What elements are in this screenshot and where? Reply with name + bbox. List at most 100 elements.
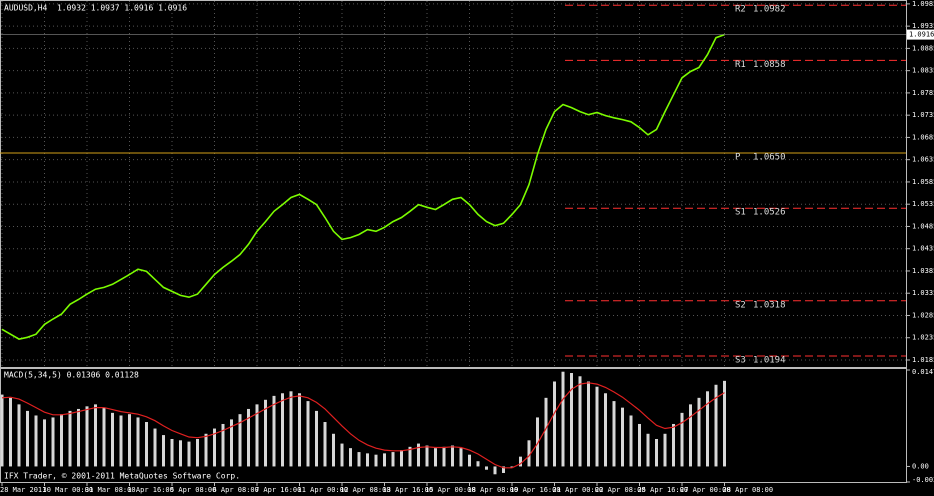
macd-bar (77, 408, 80, 467)
pivot-value: 1.0526 (753, 208, 786, 218)
y-tick-label: 1.0485 (912, 222, 934, 230)
macd-bar (179, 440, 182, 467)
macd-bar (714, 384, 718, 467)
macd-bar (391, 452, 395, 467)
signal-line (1, 382, 725, 469)
x-tick-label: 25 Apr 16:00 (638, 486, 689, 494)
y-tick-label: 1.0935 (912, 22, 934, 30)
macd-bar (519, 456, 522, 467)
macd-bar (459, 448, 463, 467)
x-tick-label: 19 Apr 16:00 (510, 486, 561, 494)
macd-header: MACD(5,34,5) 0.01306 0.01128 (4, 371, 139, 380)
macd-bar (723, 380, 726, 467)
macd-bar (638, 423, 641, 467)
macd-bar (493, 466, 497, 475)
macd-bar (298, 393, 301, 467)
macd-bar (26, 410, 29, 467)
macd-bar (400, 450, 403, 467)
pivot-value: 1.0194 (753, 355, 786, 365)
macd-bar (213, 428, 216, 467)
macd-bar (587, 381, 590, 467)
macd-bar (689, 404, 692, 467)
y-tick-label: 1.0985 (912, 0, 934, 8)
macd-bar (646, 433, 650, 467)
macd-bar (102, 407, 106, 467)
pivot-name: R2 (735, 5, 746, 15)
y-tick-label: 1.0785 (912, 89, 934, 97)
macd-bar (119, 415, 123, 467)
y-tick-label: 1.0285 (912, 311, 934, 319)
macd-bar (604, 393, 607, 467)
price-line (1, 33, 725, 340)
macd-bar (9, 397, 12, 467)
macd-bar (612, 401, 616, 467)
macd-bar (451, 445, 454, 467)
y-tick-label: 1.0685 (912, 133, 934, 141)
macd-bar (136, 417, 140, 467)
macd-bar (383, 453, 386, 467)
macd-bar (153, 428, 157, 467)
price-pane-frame (0, 0, 907, 368)
x-tick-label: 27 Apr 00:00 (680, 486, 731, 494)
y-tick-label: 0.01476 (912, 368, 934, 376)
x-tick-label: 21 Apr 00:00 (553, 486, 604, 494)
x-tick-label: 31 Mar 08:00 (85, 486, 136, 494)
copyright: IFX Trader, © 2001-2011 MetaQuotes Softw… (4, 472, 240, 481)
macd-bar (595, 386, 599, 467)
macd-bar (510, 466, 514, 468)
x-tick-label: 28 Mar 2011 (0, 486, 46, 494)
y-tick-label: 1.0435 (912, 245, 934, 253)
macd-bar (655, 439, 658, 467)
macd-bar (663, 433, 667, 467)
macd-bar (476, 461, 480, 467)
macd-bar (340, 443, 344, 467)
macd-bar (434, 448, 437, 467)
macd-bar (408, 446, 412, 467)
macd-bar (502, 466, 505, 473)
macd-bar (570, 373, 573, 467)
pivot-value: 1.0650 (753, 153, 786, 163)
x-tick-label: 22 Apr 08:00 (595, 486, 646, 494)
pivot-name: P (735, 153, 741, 163)
macd-bar (706, 391, 709, 467)
macd-bar (264, 399, 267, 467)
last-price-box (907, 29, 934, 40)
macd-bar (306, 401, 310, 467)
macd-bar (51, 417, 55, 467)
pivot-value: 1.0318 (753, 300, 786, 310)
macd-bar (204, 433, 208, 467)
x-tick-label: 30 Mar 00:00 (43, 486, 94, 494)
macd-bar (187, 441, 191, 467)
macd-bar (315, 410, 318, 467)
macd-bar (425, 445, 429, 467)
pivot-name: R1 (735, 60, 746, 70)
pivot-name: S1 (735, 208, 746, 218)
x-tick-label: 5 Apr 08:00 (170, 486, 216, 494)
macd-bar (145, 422, 148, 467)
macd-bar (536, 417, 539, 467)
macd-bar (170, 439, 174, 467)
macd-bar (697, 397, 701, 467)
y-tick-label: 1.0885 (912, 44, 934, 52)
x-tick-label: 7 Apr 16:00 (255, 486, 301, 494)
macd-bar (17, 404, 21, 467)
y-tick-label: 1.0385 (912, 267, 934, 275)
symbol-header: AUDUSD,H4 1.0932 1.0937 1.0916 1.0916 (4, 4, 187, 13)
y-tick-label: 1.0185 (912, 356, 934, 364)
macd-bar (357, 452, 361, 467)
macd-bar (629, 415, 633, 467)
y-tick-label: -0.00238 (912, 476, 934, 484)
macd-bar (289, 391, 293, 467)
macd-bar (94, 404, 97, 467)
macd-bar (221, 423, 225, 467)
macd-bar (255, 404, 259, 467)
macd-bar (578, 376, 582, 467)
macd-bar (374, 454, 378, 467)
last-price-label: 1.0916 (909, 31, 934, 39)
y-tick-label: 1.0635 (912, 156, 934, 164)
macd-bar (196, 439, 199, 467)
macd-bar (34, 415, 38, 467)
x-tick-label: 18 Apr 08:00 (468, 486, 519, 494)
